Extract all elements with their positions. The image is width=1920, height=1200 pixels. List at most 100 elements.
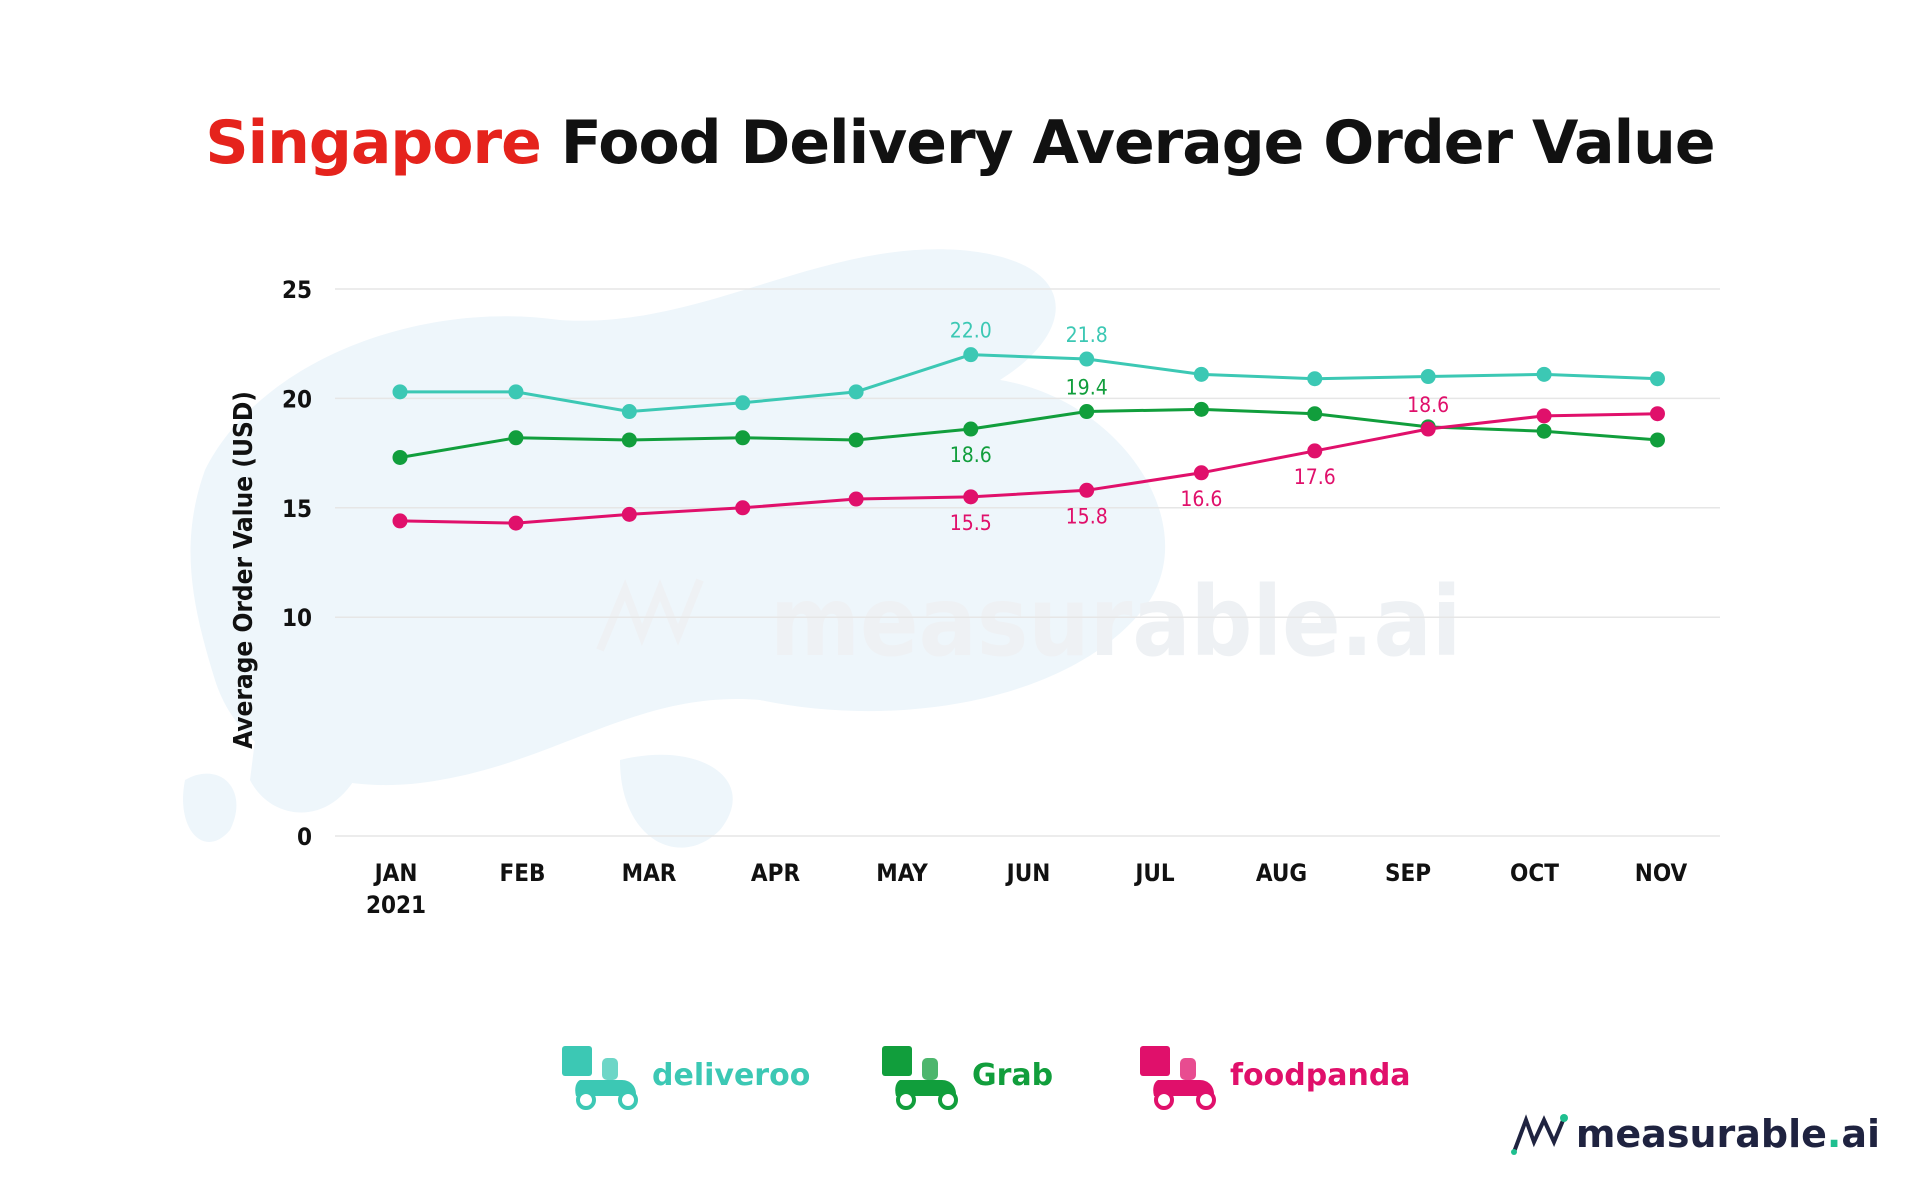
data-point-deliveroo (508, 384, 524, 400)
data-point-foodpanda (1420, 421, 1436, 437)
x-tick-label: APR (751, 859, 801, 887)
data-point-deliveroo (1079, 351, 1095, 367)
data-point-grab (508, 430, 524, 446)
rider-figure (1180, 1058, 1196, 1080)
line-chart: measurable.ai 0 10 15 20 25 JAN 2021 FEB MAR APR… (183, 249, 1720, 919)
data-point-grab (1536, 423, 1552, 439)
watermark-logo-stroke (596, 578, 704, 652)
data-label-deliveroo: 22.0 (950, 319, 992, 343)
x-tick-label: FEB (500, 859, 546, 887)
x-axis-ticks: JAN 2021 FEB MAR APR MAY JUN JUL AUG SEP OCT NOV (366, 859, 1688, 919)
data-point-grab (1649, 432, 1665, 448)
y-tick-label: 15 (282, 495, 312, 523)
deliveroo-scooter-icon (562, 1046, 638, 1110)
data-point-grab (392, 449, 408, 465)
data-point-grab (1193, 401, 1209, 417)
watermark-logo-icon (596, 578, 704, 652)
data-point-foodpanda (1193, 465, 1209, 481)
delivery-box (1140, 1046, 1170, 1076)
scooter-wheel (896, 1090, 916, 1110)
y-tick-label: 10 (282, 604, 312, 632)
series-group: 22.0 21.8 18.6 19.4 15.5 15.8 16.6 17.6 18.6 (392, 319, 1665, 535)
data-label-grab: 19.4 (1066, 376, 1108, 400)
data-point-deliveroo (1420, 369, 1436, 385)
measurable-logo-icon (1510, 1114, 1568, 1155)
x-tick-label: SEP (1385, 859, 1431, 887)
scooter-wheel (576, 1090, 596, 1110)
rider-figure (602, 1058, 618, 1080)
map-shape (250, 694, 364, 813)
brand-suffix: ai (1841, 1112, 1880, 1156)
map-shape (183, 773, 237, 842)
chart-title-highlight: Singapore (205, 108, 541, 178)
x-tick-label: MAY (876, 859, 928, 887)
y-tick-label: 25 (282, 276, 312, 304)
data-point-grab (1079, 404, 1095, 420)
scooter-wheel (938, 1090, 958, 1110)
data-point-foodpanda (1307, 443, 1323, 459)
grid-lines (335, 288, 1720, 837)
x-tick-label: MAR (622, 859, 677, 887)
data-label-deliveroo: 21.8 (1066, 323, 1108, 347)
rider-figure (922, 1058, 938, 1080)
data-point-deliveroo (848, 384, 864, 400)
brand-dot: . (1826, 1112, 1842, 1156)
series-line-foodpanda (399, 412, 1658, 525)
scooter-wheel (1154, 1090, 1174, 1110)
data-point-grab (1307, 406, 1323, 422)
data-label-foodpanda: 17.6 (1294, 465, 1336, 489)
chart-title-rest: Food Delivery Average Order Value (560, 108, 1716, 178)
scooter-wheel (618, 1090, 638, 1110)
map-shape (620, 754, 733, 848)
foodpanda-scooter-icon (1140, 1046, 1216, 1110)
map-shape (190, 249, 1166, 786)
scooter-wheel (1196, 1090, 1216, 1110)
data-point-deliveroo (1649, 371, 1665, 387)
data-label-foodpanda: 18.6 (1407, 393, 1449, 417)
data-point-deliveroo (1307, 371, 1323, 387)
data-label-foodpanda: 15.5 (950, 511, 992, 535)
series-line-deliveroo (400, 353, 1658, 414)
data-point-grab (963, 421, 979, 437)
grab-scooter-icon (882, 1046, 958, 1110)
delivery-box (882, 1046, 912, 1076)
x-tick-label: JUL (1133, 859, 1175, 887)
y-axis-label: Average Order Value (USD) (229, 391, 259, 749)
data-point-foodpanda (1079, 482, 1095, 498)
legend-item-deliveroo: deliveroo (560, 1035, 810, 1115)
brand-logo: measurable.ai (1510, 1112, 1880, 1156)
data-point-deliveroo (621, 404, 637, 420)
x-tick-label: JAN (373, 859, 418, 887)
data-point-grab (735, 430, 751, 446)
data-point-deliveroo (735, 395, 751, 411)
x-tick-sublabel: 2021 (366, 891, 426, 919)
data-label-grab: 18.6 (950, 443, 992, 467)
data-point-deliveroo (1536, 366, 1552, 382)
legend-label-deliveroo: deliveroo (652, 1057, 811, 1093)
data-point-deliveroo (392, 384, 408, 400)
data-point-foodpanda (1536, 408, 1552, 424)
delivery-box (562, 1046, 592, 1076)
data-point-deliveroo (963, 347, 979, 363)
x-tick-label: NOV (1635, 859, 1688, 887)
chart-title: Singapore Food Delivery Average Order Va… (0, 108, 1920, 178)
data-point-grab (848, 432, 864, 448)
x-tick-label: JUN (1005, 859, 1051, 887)
map-background (183, 249, 1166, 848)
data-point-foodpanda (621, 506, 637, 522)
legend-item-foodpanda: foodpanda (1138, 1035, 1411, 1115)
data-point-foodpanda (1649, 406, 1665, 422)
data-point-foodpanda (848, 491, 864, 507)
x-tick-label: AUG (1256, 859, 1307, 887)
legend-label-foodpanda: foodpanda (1230, 1057, 1411, 1093)
watermark-text: measurable.ai (770, 566, 1461, 678)
data-point-foodpanda (508, 515, 524, 531)
legend-item-grab: Grab (880, 1035, 1053, 1115)
data-point-foodpanda (963, 489, 979, 505)
data-label-foodpanda: 15.8 (1066, 504, 1108, 528)
brand-name: measurable (1575, 1112, 1827, 1156)
legend-label-grab: Grab (972, 1057, 1054, 1093)
data-point-grab (621, 432, 637, 448)
x-tick-label: OCT (1510, 859, 1559, 887)
y-tick-label: 0 (297, 823, 312, 851)
